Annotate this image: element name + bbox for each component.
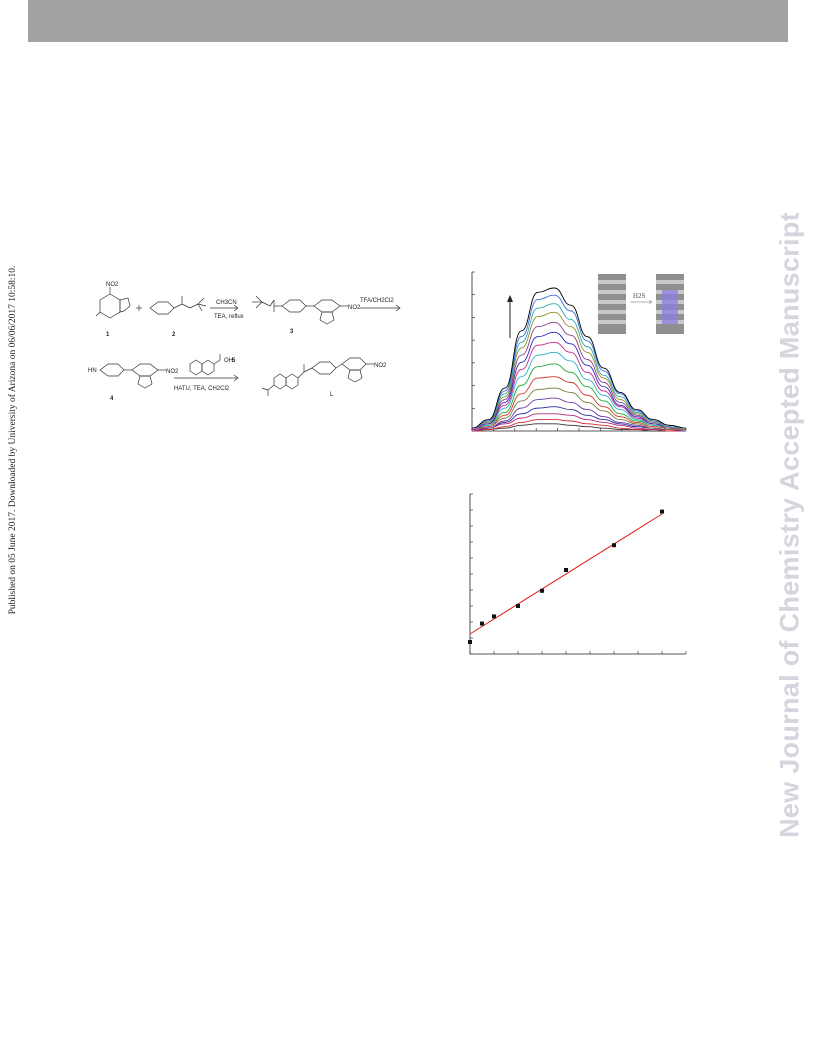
fluorescence-spectra-chart: H2S	[471, 271, 687, 432]
spectrum-line	[471, 413, 687, 432]
increase-arrowhead	[507, 295, 513, 302]
product-ring-b	[285, 373, 299, 390]
compound-3-oxadiazole	[319, 311, 335, 325]
compound-3-label: 3	[290, 329, 294, 335]
compound-4-label: 4	[110, 396, 114, 402]
compound-2-label: 2	[172, 332, 176, 338]
publication-note: Published on 05 June 2017. Downloaded by…	[2, 240, 24, 640]
product-nitro: NO2	[374, 363, 387, 369]
spectrum-line	[471, 406, 687, 432]
product-label: L	[330, 392, 334, 398]
compound-4-nitro: NO2	[166, 369, 179, 375]
spectrum-line	[471, 311, 687, 431]
compound-4-hn: HN	[88, 368, 97, 374]
compound-3-piperazine	[281, 299, 307, 313]
data-point	[660, 509, 664, 514]
spectrum-line	[471, 376, 687, 431]
manuscript-watermark: New Journal of Chemistry Accepted Manusc…	[770, 175, 810, 875]
data-point	[540, 588, 544, 593]
product-ring-a	[273, 373, 287, 390]
publication-note-text: Published on 05 June 2017. Downloaded by…	[8, 265, 18, 615]
spectrum-line	[471, 287, 687, 429]
data-point	[612, 543, 616, 548]
data-point	[468, 640, 472, 644]
compound-1-oxadiazole	[119, 297, 131, 313]
reagent-5-label: 5	[232, 358, 236, 364]
data-point	[564, 568, 568, 572]
compound-4-ring	[131, 363, 159, 377]
compound-4-piperazine	[99, 363, 125, 377]
step1-reagent-bottom: TEA, reflux	[214, 314, 244, 320]
reagent-5-ring-a	[189, 359, 203, 376]
compound-3-nitro: NO2	[348, 305, 361, 311]
step3-reagent: HATU, TEA, CH2Cl2	[174, 386, 230, 392]
spectrum-line	[471, 331, 687, 431]
synthesis-scheme: NO2 1 2 CH3CN TEA, reflux 3 NO2 TFA/CH2C…	[88, 282, 401, 402]
product-piperazine	[311, 361, 337, 375]
spectrum-line	[471, 423, 686, 432]
cuvette-fluorescence-glow	[662, 290, 678, 324]
header-bar	[28, 0, 788, 42]
linear-fit-chart	[468, 493, 687, 655]
spectrum-line	[471, 387, 686, 431]
step1-reagent-top: CH3CN	[216, 300, 237, 306]
compound-4-oxadiazole	[137, 375, 153, 389]
compound-3-ring	[313, 299, 341, 313]
linear-fit-line	[469, 513, 663, 635]
compound-2-piperazine	[149, 301, 175, 315]
product-oxadiazole	[347, 369, 363, 383]
data-point	[492, 614, 496, 619]
watermark-text: New Journal of Chemistry Accepted Manusc…	[774, 212, 805, 838]
compound-1-nitro: NO2	[106, 282, 119, 288]
cuvette-inset: H2S	[598, 274, 684, 334]
product-ring-c	[341, 357, 367, 371]
reagent-5-acid: OH	[224, 358, 233, 364]
spectrum-line	[471, 351, 687, 431]
data-point	[480, 621, 484, 626]
data-point	[516, 604, 520, 608]
step2-reagent: TFA/CH2Cl2	[360, 298, 394, 304]
compound-1-label: 1	[106, 332, 110, 338]
spectrum-line	[471, 294, 687, 429]
compound-1-ring	[99, 293, 121, 319]
h2s-label: H2S	[633, 292, 646, 300]
reagent-5-ring-b	[201, 359, 215, 376]
